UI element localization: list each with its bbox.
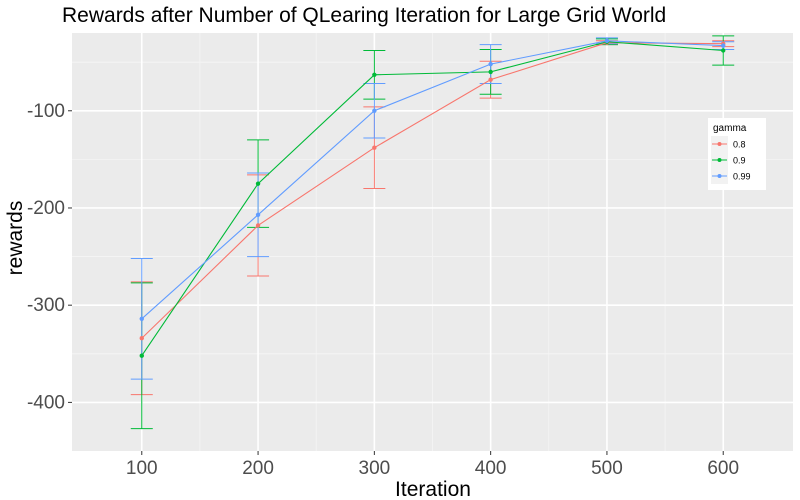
data-points: [139, 38, 726, 358]
data-point: [139, 336, 144, 341]
x-axis-ticks: 100 200 300 400 500 600: [126, 451, 739, 479]
data-point: [488, 77, 493, 82]
y-axis-ticks: -100 -200 -300 -400: [27, 101, 72, 413]
legend: gamma 0.8 0.9 0.99: [708, 118, 766, 190]
data-point: [372, 145, 377, 150]
legend-title: gamma: [713, 123, 747, 134]
y-tick-label: -300: [27, 295, 65, 316]
y-tick-label: -200: [27, 198, 65, 219]
legend-key-point: [717, 142, 722, 146]
x-tick-label: 400: [475, 458, 507, 479]
data-point: [139, 353, 144, 358]
data-point: [488, 61, 493, 67]
legend-key-point: [717, 174, 722, 178]
data-point: [139, 316, 144, 321]
data-point: [721, 48, 726, 53]
y-axis-title: rewards: [4, 201, 27, 276]
y-tick-label: -100: [27, 101, 65, 122]
data-point: [255, 223, 261, 228]
x-tick-label: 300: [359, 458, 391, 479]
data-point: [372, 108, 377, 113]
data-point: [255, 181, 261, 186]
series-line-0.9: [141, 41, 724, 357]
x-tick-label: 200: [242, 458, 274, 479]
x-tick-label: 500: [591, 458, 623, 479]
series-lines: [141, 40, 724, 357]
legend-label: 0.9: [733, 156, 746, 166]
chart-title: Rewards after Number of QLearing Iterati…: [62, 4, 666, 27]
y-tick-label: -400: [27, 392, 65, 413]
data-point: [255, 212, 261, 217]
series-line-0.99: [141, 40, 724, 320]
legend-key-point: [717, 158, 722, 162]
legend-label: 0.99: [733, 172, 751, 182]
data-point: [372, 72, 377, 78]
x-axis-title: Iteration: [395, 478, 471, 500]
x-tick-label: 100: [126, 458, 158, 479]
legend-label: 0.8: [733, 140, 746, 150]
data-point: [604, 38, 610, 43]
data-point: [721, 43, 726, 48]
x-tick-label: 600: [707, 458, 739, 479]
data-point: [488, 69, 493, 75]
